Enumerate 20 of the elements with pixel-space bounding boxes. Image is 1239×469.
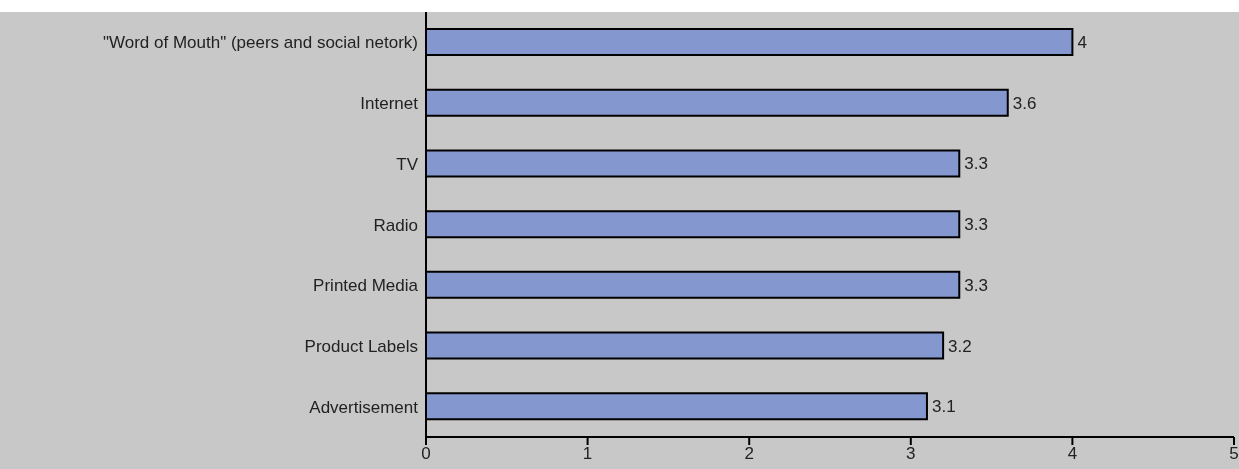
data-label: 3.3 (964, 154, 988, 174)
y-tick-label: Radio (373, 215, 418, 235)
x-tick-label: 5 (1229, 444, 1239, 464)
y-tick-label: Printed Media (313, 276, 419, 296)
x-tick-label: 0 (421, 444, 431, 464)
y-tick-label: "Word of Mouth" (peers and social netork) (102, 33, 418, 53)
x-tick-label: 3 (906, 444, 916, 464)
data-label: 3.2 (948, 336, 972, 356)
data-label: 3.3 (964, 275, 988, 295)
y-tick-label: Product Labels (304, 336, 418, 356)
x-tick-label: 4 (1067, 444, 1078, 464)
x-tick-label: 2 (744, 444, 754, 464)
y-tick-label: Advertisement (309, 397, 419, 417)
y-tick-label: Internet (360, 94, 419, 114)
data-label: 3.3 (964, 215, 988, 235)
data-label: 4 (1077, 33, 1087, 53)
x-tick-label: 1 (582, 444, 593, 464)
y-tick-label: TV (396, 154, 419, 174)
data-label: 3.1 (931, 397, 956, 417)
data-label: 3.6 (1012, 93, 1037, 113)
